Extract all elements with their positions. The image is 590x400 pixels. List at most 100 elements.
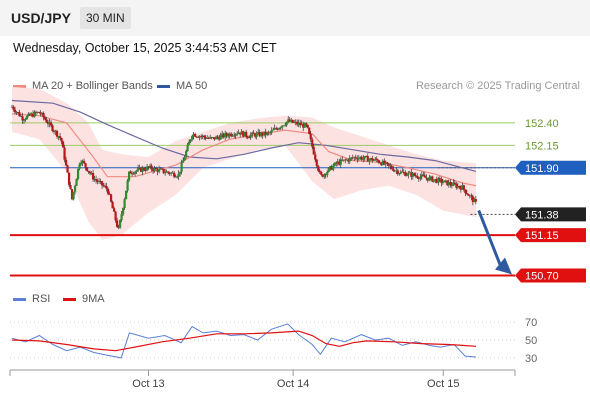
candle-body: [293, 122, 296, 124]
candle-body: [147, 166, 150, 168]
candle-body: [39, 112, 42, 115]
candle-body: [58, 136, 62, 138]
candle-body: [69, 184, 72, 190]
candle-body: [444, 180, 447, 182]
legend-ma20-label: MA 20 + Bollinger Bands: [32, 80, 153, 92]
candle-body: [76, 168, 80, 179]
legend-9ma-label: 9MA: [82, 293, 105, 305]
candle-body: [321, 174, 324, 177]
candle-body: [245, 131, 248, 137]
rsi-series-9MA: [11, 330, 477, 352]
candle-body: [404, 172, 407, 176]
candle-body: [395, 170, 398, 172]
level-tag-text-4: 151.15: [525, 230, 559, 242]
candle-body: [438, 178, 441, 179]
candle-body: [129, 171, 132, 174]
candle-body: [46, 122, 50, 125]
level-tags: 152.40 152.15 151.90 151.38 151.15 150.70: [515, 118, 586, 283]
candle-body: [60, 137, 63, 142]
candle-body: [219, 135, 222, 140]
candle-body: [22, 120, 26, 121]
candle-body: [387, 163, 390, 166]
candle-body: [264, 131, 267, 135]
candle-body: [416, 175, 419, 178]
candle-body: [185, 151, 188, 158]
candle-body: [279, 127, 282, 129]
candle-body: [216, 136, 219, 138]
legend-9ma: 9MA: [63, 293, 105, 305]
candle-body: [201, 135, 204, 137]
candle-body: [470, 195, 473, 197]
candle-body: [282, 125, 285, 127]
candle-body: [188, 141, 191, 145]
candle-body: [108, 193, 111, 195]
candle-body: [43, 117, 47, 120]
timeframe-badge[interactable]: 30 MIN: [80, 7, 131, 29]
candle-body: [61, 141, 65, 148]
candle-body: [285, 121, 288, 125]
rsi-series-RSI: [11, 323, 477, 359]
candle-body: [348, 157, 351, 162]
candle-body: [257, 132, 260, 134]
candle-body: [152, 169, 155, 171]
candle-body: [306, 124, 309, 128]
candle-body: [30, 113, 33, 116]
candle-body: [422, 174, 425, 176]
candle-body: [91, 173, 95, 180]
candle-body: [318, 170, 321, 173]
candle-body: [103, 185, 107, 187]
candle-body: [249, 134, 252, 138]
candle-body: [164, 172, 167, 174]
candle-body: [365, 156, 368, 157]
candle-body: [363, 156, 366, 159]
candle-body: [353, 157, 356, 159]
candle-body: [100, 181, 104, 186]
candle-body: [366, 156, 369, 162]
ma50-swatch: [157, 84, 170, 88]
level-tag-text-3: 151.38: [525, 209, 559, 221]
candle-body: [254, 134, 257, 137]
candle-body: [251, 132, 254, 135]
candle-body: [272, 129, 275, 131]
candle-body: [94, 179, 98, 181]
rsi-swatch: [13, 297, 26, 301]
candle-body: [54, 130, 57, 132]
candle-body: [114, 211, 117, 221]
candle-body: [140, 167, 143, 172]
candle-body: [267, 132, 270, 134]
candle-body: [186, 144, 189, 152]
candle-body: [28, 113, 32, 116]
time-tick-label-0: Oct 13: [132, 378, 164, 390]
copyright-text: Research © 2025 Trading Central: [415, 80, 580, 92]
candle-body: [45, 119, 48, 123]
candle-body: [329, 166, 332, 168]
candle-body: [408, 172, 411, 174]
candle-body: [121, 208, 125, 215]
candle-body: [278, 128, 281, 130]
legend-ma20: MA 20 + Bollinger Bands: [13, 80, 153, 92]
candle-body: [237, 132, 240, 134]
candle-body: [255, 133, 258, 137]
candle-body: [449, 182, 452, 185]
candle-body: [302, 123, 305, 128]
candle-body: [198, 136, 201, 138]
candle-body: [344, 159, 347, 161]
time-tick-label-2: Oct 15: [427, 378, 459, 390]
candle-body: [27, 113, 30, 116]
candle-body: [158, 168, 161, 172]
candle-body: [297, 122, 300, 125]
candle-body: [124, 190, 128, 200]
candle-body: [347, 159, 350, 162]
candle-body: [179, 171, 182, 174]
candle-body: [70, 189, 74, 200]
candle-body: [323, 174, 326, 177]
candle-body: [16, 112, 20, 113]
candle-body: [106, 188, 110, 194]
forecast-arrow-head: [495, 257, 512, 275]
candle-body: [109, 194, 113, 202]
candle-body: [453, 182, 456, 185]
candle-body: [75, 178, 78, 186]
candle-body: [320, 172, 323, 175]
candle-body: [81, 160, 84, 163]
